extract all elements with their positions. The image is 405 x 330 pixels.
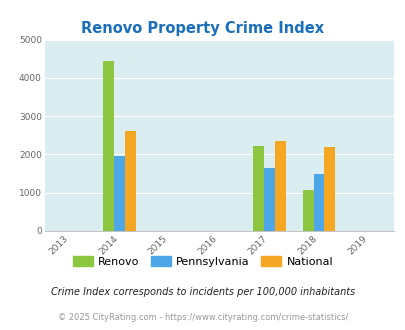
Bar	[274, 141, 285, 231]
Bar	[313, 174, 324, 231]
Bar	[324, 147, 335, 231]
Bar	[263, 168, 274, 231]
Text: Crime Index corresponds to incidents per 100,000 inhabitants: Crime Index corresponds to incidents per…	[51, 287, 354, 297]
Bar	[103, 61, 114, 231]
Bar	[125, 131, 136, 231]
Legend: Renovo, Pennsylvania, National: Renovo, Pennsylvania, National	[68, 251, 337, 271]
Bar	[114, 156, 125, 231]
Bar	[302, 190, 313, 231]
Bar	[252, 146, 263, 231]
Text: © 2025 CityRating.com - https://www.cityrating.com/crime-statistics/: © 2025 CityRating.com - https://www.city…	[58, 313, 347, 322]
Text: Renovo Property Crime Index: Renovo Property Crime Index	[81, 21, 324, 36]
